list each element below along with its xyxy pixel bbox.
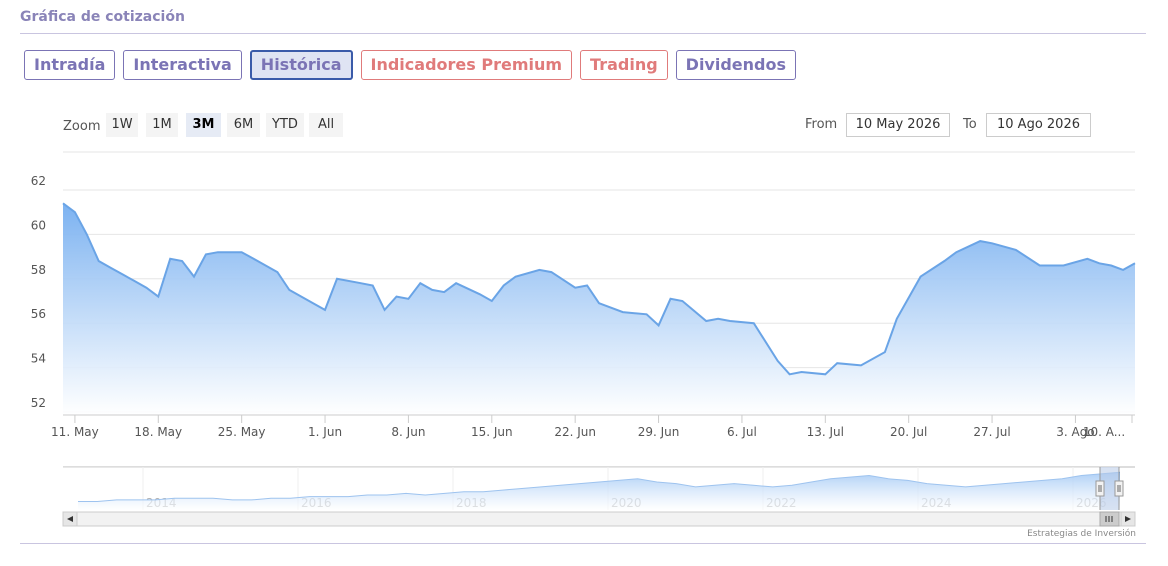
scrollbar-right-button <box>1120 511 1136 527</box>
navigator-area <box>78 472 1120 510</box>
x-tick-label: 29. Jun <box>638 425 680 439</box>
from-date-input[interactable]: 10 May 2026 <box>846 113 950 137</box>
x-tick-label: 8. Jun <box>391 425 425 439</box>
y-tick-label: 60 <box>31 218 46 232</box>
zoom-1w-button[interactable]: 1W <box>106 113 138 137</box>
zoom-label: Zoom <box>63 119 101 134</box>
scrollbar-track <box>62 511 1136 527</box>
bottom-divider <box>20 543 1146 544</box>
area-fill <box>63 203 1135 415</box>
zoom-ytd-button[interactable]: YTD <box>266 113 304 137</box>
section-title: Gráfica de cotización <box>20 9 185 25</box>
scrollbar-left-button <box>62 511 78 527</box>
tab-intradia[interactable]: Intradía <box>24 50 116 80</box>
x-tick-label: 18. May <box>134 425 182 439</box>
tab-interactiva[interactable]: Interactiva <box>123 50 242 80</box>
navigator-year-label: 2016 <box>301 496 332 510</box>
navigator-year-label: 2020 <box>611 496 642 510</box>
y-tick-label: 56 <box>31 307 46 321</box>
tab-dividendos[interactable]: Dividendos <box>675 50 796 80</box>
y-tick-label: 62 <box>31 174 46 188</box>
scroll-right-arrow-icon <box>1125 516 1131 522</box>
chart-axes: 52 54 56 58 60 62 11. May 18. May 25. May 1. Jun 8… <box>31 174 1135 439</box>
title-divider <box>20 33 1146 34</box>
y-tick-label: 54 <box>31 352 46 366</box>
y-tick-label: 58 <box>31 263 46 277</box>
x-tick-label: 10. A... <box>1083 425 1125 439</box>
zoom-all-button[interactable]: All <box>309 113 343 137</box>
chart-grid <box>63 151 1135 413</box>
x-tick-label: 1. Jun <box>308 425 342 439</box>
from-label: From <box>805 117 838 132</box>
scrollbar-thumb <box>1099 511 1120 527</box>
navigator-year-label: 2014 <box>146 496 177 510</box>
x-tick-label: 6. Jul <box>727 425 757 439</box>
x-tick-label: 20. Jul <box>890 425 927 439</box>
navigator-mask <box>63 467 1100 510</box>
navigator-line <box>78 471 1121 502</box>
navigator-selection <box>1100 467 1119 510</box>
tab-indicadores-premium[interactable]: Indicadores Premium <box>360 50 573 80</box>
navigator: 2014 2016 2018 2020 2022 2024 2026 <box>62 466 1136 527</box>
x-tick-label: 15. Jun <box>471 425 513 439</box>
chart-tabs: Intradía Interactiva Histórica Indicador… <box>24 50 804 80</box>
navigator-handle <box>1095 480 1105 497</box>
navigator-year-label: 2026 <box>1076 496 1107 510</box>
x-tick-label: 27. Jul <box>973 425 1010 439</box>
scroll-left-arrow-icon <box>67 516 73 522</box>
price-line <box>62 202 1136 376</box>
navigator-year-label: 2018 <box>456 496 487 510</box>
zoom-3m-button[interactable]: 3M <box>186 113 221 137</box>
y-tick-label: 52 <box>31 396 46 410</box>
zoom-1m-button[interactable]: 1M <box>146 113 178 137</box>
x-tick-label: 22. Jun <box>554 425 596 439</box>
x-tick-label: 25. May <box>218 425 266 439</box>
navigator-year-label: 2022 <box>766 496 797 510</box>
credit-text: Estrategias de Inversión <box>1027 529 1136 539</box>
navigator-handle <box>1114 480 1124 497</box>
navigator-year-label: 2024 <box>921 496 952 510</box>
to-date-input[interactable]: 10 Ago 2026 <box>986 113 1091 137</box>
chart-area <box>62 202 1136 415</box>
x-tick-label: 13. Jul <box>807 425 844 439</box>
zoom-6m-button[interactable]: 6M <box>227 113 260 137</box>
tab-historica[interactable]: Histórica <box>249 50 353 80</box>
x-tick-label: 3. Ago <box>1056 425 1094 439</box>
x-tick-label: 11. May <box>51 425 99 439</box>
tab-trading[interactable]: Trading <box>580 50 668 80</box>
to-label: To <box>963 117 977 132</box>
